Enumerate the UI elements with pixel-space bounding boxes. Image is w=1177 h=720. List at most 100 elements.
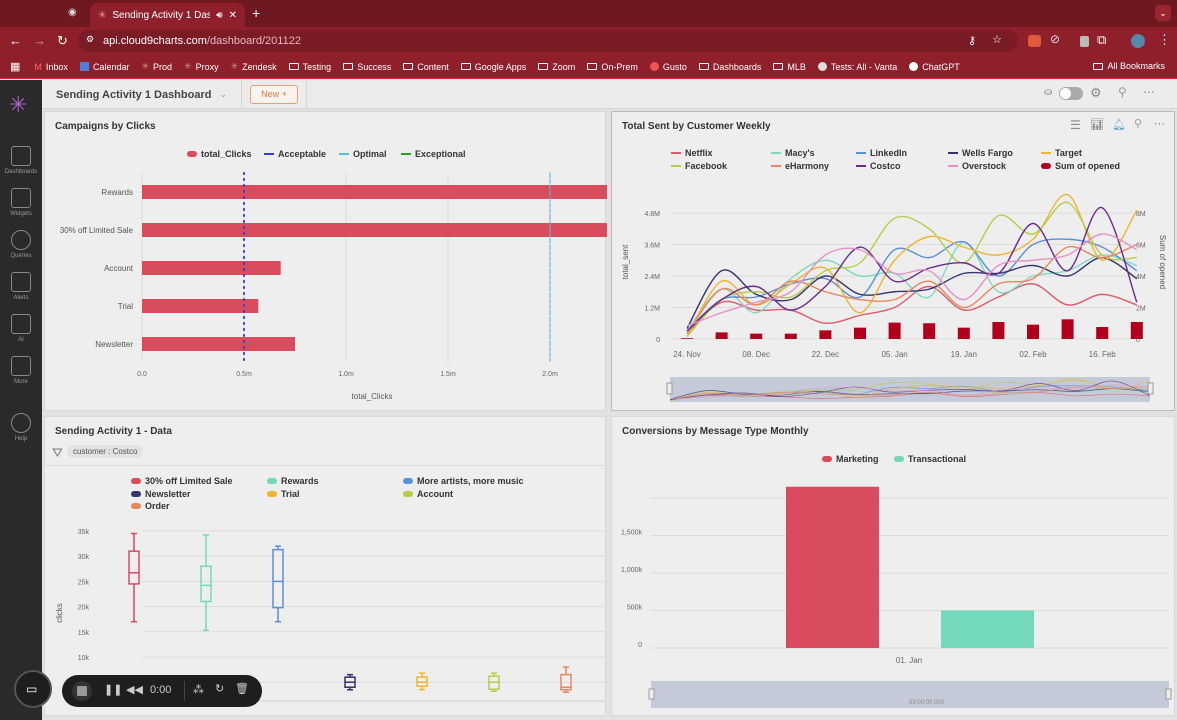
legend-item[interactable]: Facebook xyxy=(671,161,727,171)
legend-item[interactable]: Wells Fargo xyxy=(948,148,1013,158)
sidebar-label: Queries xyxy=(10,253,32,259)
bookmark-prod[interactable]: ✳ Prod xyxy=(141,61,172,72)
sidebar-item-more[interactable]: More xyxy=(0,356,42,385)
legend-item[interactable]: Account xyxy=(403,489,453,499)
legend-swatch xyxy=(267,490,277,497)
legend-item[interactable]: Exceptional xyxy=(401,149,466,159)
url-input[interactable]: ⚙ api.cloud9charts.com/dashboard/201122 … xyxy=(78,30,1018,52)
grid-icon[interactable]: ⁂ xyxy=(193,684,204,696)
bookmark-proxy[interactable]: ✳ Proxy xyxy=(184,61,219,72)
back-icon[interactable]: ← xyxy=(9,33,22,48)
filter-icon[interactable]: ⛛ xyxy=(52,445,63,460)
bookmark-star-icon[interactable]: ☆ xyxy=(992,34,1002,46)
pin-icon[interactable]: ⚲ xyxy=(1118,85,1127,99)
x-tick-label: 0.5m xyxy=(236,371,252,378)
record-icon[interactable]: ◉ xyxy=(68,7,77,18)
legend-item[interactable]: LinkedIn xyxy=(856,148,907,158)
legend-item[interactable]: Transactional xyxy=(894,454,966,464)
legend-item[interactable]: eHarmony xyxy=(771,161,829,171)
toggle-switch[interactable] xyxy=(1059,87,1083,100)
total-sent-line-chart: 0 0 1.2M 2M 2.4M 4M 3.6M 6M 4.8M 8M total_sent Sum … xyxy=(621,193,1167,402)
bookmark-on-prem[interactable]: On-Prem xyxy=(587,62,638,72)
camera-toggle-button[interactable]: ▭ xyxy=(14,670,52,708)
legend-item[interactable]: total_Clicks xyxy=(187,149,252,159)
panel-more-icon[interactable]: ⋯ xyxy=(1154,118,1165,130)
legend-label: Facebook xyxy=(685,161,728,171)
legend-item[interactable]: Marketing xyxy=(822,454,879,464)
legend-item[interactable]: Newsletter xyxy=(131,489,191,499)
bookmark-label: Zoom xyxy=(552,61,576,72)
legend-item[interactable]: Optimal xyxy=(339,149,387,159)
close-tab-icon[interactable]: ✕ xyxy=(228,9,237,21)
folder-icon xyxy=(773,63,784,70)
bookmark-gusto[interactable]: Gusto xyxy=(649,62,687,72)
bar-0 xyxy=(142,185,607,199)
legend-item[interactable]: Macy's xyxy=(771,148,815,158)
bookmark-calendar[interactable]: Calendar xyxy=(79,62,129,72)
dashboard-title[interactable]: Sending Activity 1 Dashboard xyxy=(56,88,212,101)
sidebar-item-help[interactable]: Help xyxy=(0,413,42,442)
sidebar-item-widgets[interactable]: Widgets xyxy=(0,188,42,217)
bookmark-content[interactable]: Content xyxy=(403,62,449,72)
sidebar-item-alerts[interactable]: Alerts xyxy=(0,272,42,301)
extensions-puzzle-icon[interactable]: ⧉ xyxy=(1097,32,1107,47)
compass-extension-icon[interactable]: ⊘ xyxy=(1050,32,1061,46)
legend-item[interactable]: Trial xyxy=(267,489,300,499)
box-4 xyxy=(416,672,428,691)
rewind-icon[interactable]: ◀◀ xyxy=(126,684,143,696)
tab-search-chevron-icon[interactable]: ⌄ xyxy=(1155,5,1171,21)
password-key-icon[interactable]: ⚷ xyxy=(967,35,976,47)
bookmark-inbox[interactable]: M Inbox xyxy=(34,62,68,72)
pin-icon[interactable]: ⚲ xyxy=(1134,118,1143,130)
legend-item[interactable]: More artists, more music xyxy=(403,476,524,486)
legend-swatch xyxy=(894,456,904,462)
legend-item[interactable]: Rewards xyxy=(267,476,319,486)
legend-label: Sum of opened xyxy=(1055,161,1120,171)
audio-icon[interactable]: 🔊︎ xyxy=(216,9,223,21)
legend-item[interactable]: Order xyxy=(131,501,170,511)
alert-bell-icon[interactable]: 🔔︎ xyxy=(1112,119,1126,131)
site-info-icon[interactable]: ⚙ xyxy=(86,34,95,44)
legend-item[interactable]: Costco xyxy=(856,161,901,171)
legend-item[interactable]: Netflix xyxy=(671,148,713,158)
table-view-icon[interactable]: ☰ xyxy=(1070,118,1081,132)
cloud9-logo[interactable]: ✳ xyxy=(9,92,28,117)
legend-item[interactable]: Acceptable xyxy=(264,149,326,159)
chart-view-icon[interactable]: 📊︎ xyxy=(1090,119,1104,131)
bookmark-zendesk[interactable]: ✳ Zendesk xyxy=(231,61,277,72)
legend-item[interactable]: Target xyxy=(1041,148,1082,158)
legend-item[interactable]: 30% off Limited Sale xyxy=(131,476,233,486)
sidebar-item-queries[interactable]: Queries xyxy=(0,230,42,259)
reload-icon[interactable]: ↻ xyxy=(57,33,68,48)
bookmark-zoom[interactable]: Zoom xyxy=(538,62,575,72)
new-button[interactable]: New + xyxy=(250,85,299,104)
bookmark-dashboards[interactable]: Dashboards xyxy=(698,62,761,72)
bookmark-chatgpt[interactable]: ChatGPT xyxy=(909,62,960,72)
pause-icon[interactable]: ❚❚ xyxy=(104,684,123,696)
bookmark-google-apps[interactable]: Google Apps xyxy=(460,62,526,72)
apps-grid-icon[interactable]: ▦ xyxy=(10,61,21,73)
sidebar-item-ai[interactable]: AI xyxy=(0,314,42,343)
bookmark-testing[interactable]: Testing xyxy=(288,62,331,72)
bookmark-mlb[interactable]: MLB xyxy=(773,62,806,72)
forward-icon[interactable]: → xyxy=(33,33,46,48)
extension-2-icon[interactable] xyxy=(1080,36,1089,47)
settings-gear-icon[interactable]: ⚙ xyxy=(1090,85,1102,100)
trash-icon[interactable]: 🗑︎ xyxy=(235,683,249,695)
profile-avatar[interactable] xyxy=(1131,34,1145,48)
stop-button[interactable] xyxy=(72,681,92,701)
legend-item[interactable]: Sum of opened xyxy=(1041,161,1120,171)
filter-chip[interactable]: customer : Costco xyxy=(67,445,144,458)
bookmark-vanta[interactable]: Tests: All - Vanta xyxy=(817,62,897,72)
restart-icon[interactable]: ↻ xyxy=(215,683,225,695)
legend-item[interactable]: Overstock xyxy=(948,161,1006,171)
extension-icon[interactable] xyxy=(1028,35,1041,47)
sidebar-item-dashboards[interactable]: Dashboards xyxy=(0,146,42,175)
bookmark-success[interactable]: Success xyxy=(343,62,391,72)
browser-tab[interactable]: ✳ Sending Activity 1 Dashboard 🔊︎ ✕ xyxy=(90,3,245,27)
new-tab-icon[interactable]: + xyxy=(252,5,261,21)
browser-menu-icon[interactable]: ⋮ xyxy=(1158,32,1171,47)
all-bookmarks[interactable]: All Bookmarks xyxy=(1093,61,1165,71)
title-chevron-down-icon[interactable]: ⌄ xyxy=(219,89,228,99)
more-options-icon[interactable]: ⋯ xyxy=(1143,85,1155,99)
